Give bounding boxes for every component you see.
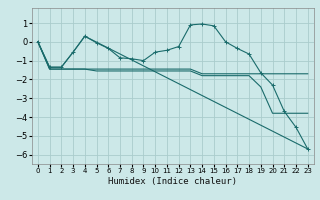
X-axis label: Humidex (Indice chaleur): Humidex (Indice chaleur) [108,177,237,186]
